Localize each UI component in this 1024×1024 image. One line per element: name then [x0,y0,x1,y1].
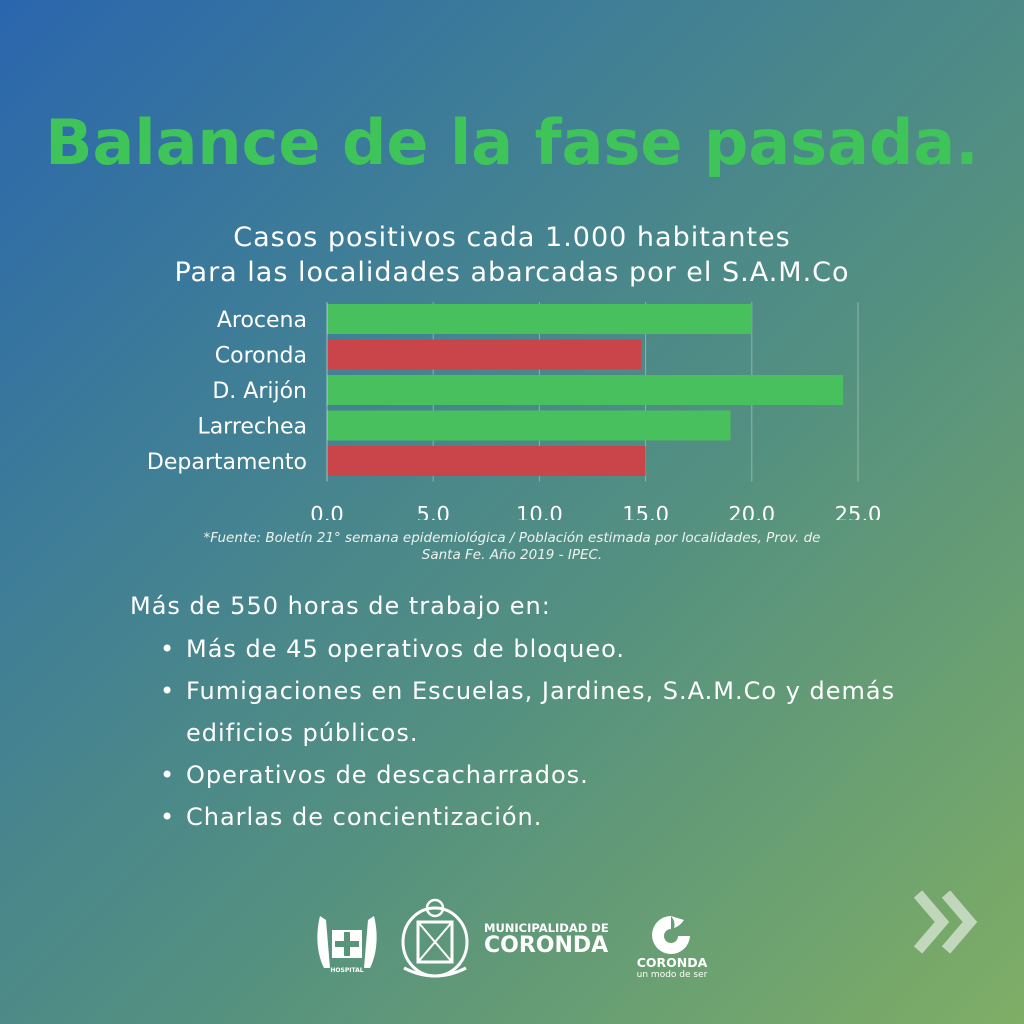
x-tick-label: 0,0 [310,503,343,521]
municipalidad-logo: MUNICIPALIDAD DE CORONDA [484,921,616,957]
double-chevron-right-icon[interactable] [912,888,984,958]
hospital-label: HOSPITAL [330,967,363,974]
x-tick-label: 25,0 [835,503,882,521]
coronda-crest-icon [401,898,469,978]
coronda-brand-icon [652,916,690,954]
work-heading: Más de 550 horas de trabajo en: [130,592,551,620]
x-tick-label: 15,0 [622,503,669,521]
source-line-1: *Fuente: Boletín 21° semana epidemiológi… [203,530,821,546]
x-tick-label: 5,0 [416,503,449,521]
list-item: Operativos de descacharrados. [160,754,926,796]
category-label: Larrechea [197,415,307,440]
category-label: Arocena [217,308,307,333]
page-title: Balance de la fase pasada. [45,106,979,179]
source-line-2: Santa Fe. Año 2019 - IPEC. [421,547,603,563]
list-item: Charlas de concientización. [160,796,926,838]
list-item: Más de 45 operativos de bloqueo. [160,628,926,670]
brand-name: CORONDA [636,955,708,970]
municipal-line-1: MUNICIPALIDAD DE [484,921,609,935]
bar-coronda [327,339,642,370]
category-label: Coronda [215,344,307,369]
x-tick-label: 20,0 [728,503,775,521]
category-label: Departamento [147,450,307,475]
brand-text: CORONDA un modo de ser [634,956,710,981]
chart-subtitle: Para las localidades abarcadas por el S.… [174,257,850,288]
chart-title: Casos positivos cada 1.000 habitantes [233,222,791,253]
bar-departamento [327,446,646,476]
source-note: *Fuente: Boletín 21° semana epidemiológi… [100,530,924,564]
x-tick-label: 10,0 [516,503,563,521]
brand-tagline: un modo de ser [636,970,708,980]
list-item: Fumigaciones en Escuelas, Jardines, S.A.… [160,670,926,754]
municipal-line-2: CORONDA [484,933,609,958]
bar-chart: Arocena Coronda D. Arijón Larrechea Departam… [147,302,882,521]
work-list: Más de 45 operativos de bloqueo. Fumigac… [160,628,926,838]
bar-arocena [327,304,752,334]
bar-d-arij-n [327,375,844,405]
hospital-logo-icon: HOSPITAL [317,916,377,974]
category-label: D. Arijón [212,379,307,404]
bar-larrechea [327,410,731,441]
